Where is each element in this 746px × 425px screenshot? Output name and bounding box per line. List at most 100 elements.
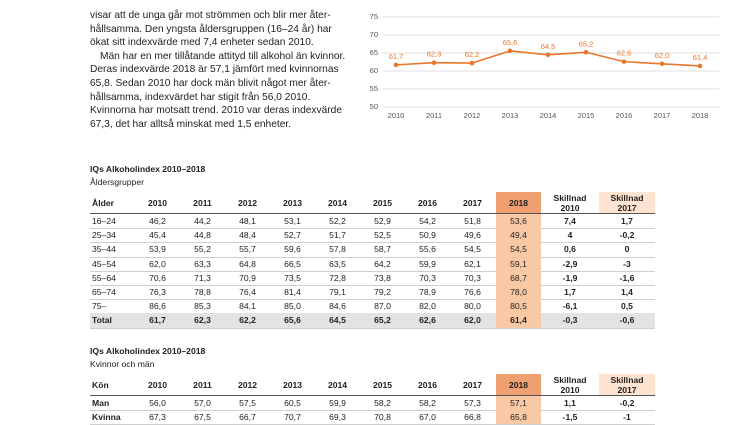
y-tick-label: 60 <box>370 66 378 75</box>
text-line: ökat sitt indexvärde med 7,4 enheter sed… <box>90 37 314 49</box>
table-cell: 65–74 <box>92 287 116 298</box>
table-cell: 57,3 <box>464 398 481 409</box>
table-cell: 72,8 <box>329 272 346 283</box>
x-tick-label: 2018 <box>692 111 709 120</box>
column-header: Skillnad 2017 <box>599 374 655 395</box>
table-cell: 67,0 <box>419 412 436 423</box>
table-cell: 70,7 <box>284 412 301 423</box>
value-label: 65,2 <box>579 39 594 48</box>
table-cell: 48,1 <box>239 216 256 227</box>
column-header: 2014 <box>327 379 348 390</box>
column-header: Skillnad 2017 <box>599 192 655 213</box>
table-cell: 66,7 <box>239 412 256 423</box>
text-line: Deras indexvärde 2018 är 57,1 jämfört me… <box>90 64 339 76</box>
column-header: Kön <box>92 379 109 390</box>
text-line: Kvinnorna har motsatt trend. 2010 var de… <box>90 105 343 117</box>
table-cell: -0,2 <box>619 230 635 241</box>
table-cell: 62,2 <box>239 315 256 326</box>
x-tick-label: 2011 <box>426 111 442 120</box>
point <box>545 52 551 58</box>
column-header: 2013 <box>282 379 303 390</box>
table-cell: 7,4 <box>564 216 576 227</box>
table-cell: -1,5 <box>562 412 578 423</box>
table-cell: -3 <box>623 258 631 269</box>
text-line: Män har en mer tillåtande attityd till a… <box>100 50 346 62</box>
table-cell: 65,8 <box>496 410 541 425</box>
table-cell: 1,7 <box>621 216 633 227</box>
table-cell: 58,2 <box>419 398 436 409</box>
text-line: hållsamma, indexvärdet har stigit från 5… <box>90 91 311 103</box>
y-tick-label: 75 <box>370 12 378 21</box>
table-cell: 51,7 <box>329 230 346 241</box>
table-cell: 52,7 <box>284 230 301 241</box>
table-cell: 53,6 <box>496 214 541 229</box>
table-cell: 57,1 <box>496 396 541 411</box>
column-header: 2011 <box>193 379 212 390</box>
table-cell: 73,5 <box>284 272 301 283</box>
row-rule <box>90 228 655 230</box>
point <box>583 49 589 55</box>
table-cell: 70,8 <box>374 412 391 423</box>
x-tick-label: 2012 <box>464 111 481 120</box>
x-tick-label: 2016 <box>616 111 633 120</box>
table-cell: 49,6 <box>464 230 481 241</box>
table-cell: 80,0 <box>464 301 481 312</box>
table-cell: 49,4 <box>496 228 541 243</box>
table-cell: 66,8 <box>464 412 481 423</box>
table-cell: 76,6 <box>464 287 481 298</box>
table-cell: 87,0 <box>374 301 391 312</box>
point <box>697 63 703 69</box>
table-cell: -0,2 <box>619 398 635 409</box>
x-tick-label: 2015 <box>578 111 595 120</box>
table-cell: 59,9 <box>329 398 346 409</box>
table-cell: 35–44 <box>92 244 116 255</box>
table-cell: -0,3 <box>562 315 578 326</box>
table-cell: 59,9 <box>419 258 436 269</box>
y-tick-label: 55 <box>370 84 378 93</box>
table-subtitle: Åldersgrupper <box>90 177 144 187</box>
table-cell: 61,4 <box>496 313 541 328</box>
table-cell: 70,3 <box>419 272 436 283</box>
row-rule <box>90 242 655 244</box>
table-cell: 67,3 <box>149 412 166 423</box>
value-label: 61,4 <box>693 53 708 62</box>
table-cell: 81,4 <box>284 287 301 298</box>
text-line: visar att de unga går mot strömmen och b… <box>90 10 331 21</box>
table-cell: 56,0 <box>149 398 166 409</box>
table-cell: 64,8 <box>239 258 256 269</box>
column-header: Ålder <box>92 197 114 208</box>
row-rule <box>90 327 655 329</box>
table-cell: 84,1 <box>239 301 256 312</box>
column-header: 2015 <box>372 197 393 208</box>
y-tick-label: 50 <box>370 102 378 111</box>
table-cell: 58,2 <box>374 398 391 409</box>
y-tick-label: 70 <box>370 30 378 39</box>
table-title: IQs Alkoholindex 2010–2018 <box>90 346 206 356</box>
table-cell: 45–54 <box>92 258 116 269</box>
table-cell: 55,7 <box>239 244 256 255</box>
table-cell: 66,5 <box>284 258 301 269</box>
table-cell: Man <box>92 398 110 409</box>
table-cell: 50,9 <box>419 230 436 241</box>
point <box>469 60 475 66</box>
table-cell: 65,6 <box>284 315 301 326</box>
table-cell: Kvinna <box>92 412 121 423</box>
value-label: 62,3 <box>427 50 442 59</box>
column-header: 2016 <box>417 197 438 208</box>
row-rule <box>90 410 655 412</box>
table-cell: 67,5 <box>194 412 211 423</box>
table-cell: 0 <box>624 244 630 255</box>
table-cell: 82,0 <box>419 301 436 312</box>
table-subtitle: Kvinnor och män <box>90 359 155 369</box>
table-cell: 63,5 <box>329 258 346 269</box>
table-cell: -6,1 <box>562 301 578 312</box>
header-rule <box>90 395 655 396</box>
column-header: 2012 <box>237 197 258 208</box>
index-chart: 50 55 60 65 70 75 2010 2011 2012 2013 2014 2015 2016… <box>370 12 719 120</box>
table-cell: 68,7 <box>496 270 541 285</box>
table-cell: 57,0 <box>194 398 211 409</box>
row-rule <box>90 270 655 272</box>
table-cell: 70,3 <box>464 272 481 283</box>
table-cell: 78,0 <box>496 285 541 300</box>
